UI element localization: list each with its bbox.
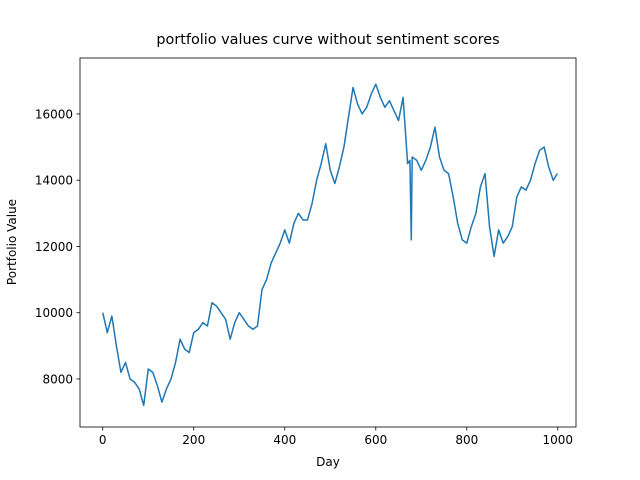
y-tick-label: 16000 (35, 107, 73, 121)
y-axis-label: Portfolio Value (5, 199, 19, 285)
x-tick-label: 800 (455, 433, 478, 447)
chart-title: portfolio values curve without sentiment… (156, 32, 499, 48)
y-tick-label: 10000 (35, 306, 73, 320)
y-tick-label: 14000 (35, 174, 73, 188)
x-tick-label: 400 (273, 433, 296, 447)
x-tick-label: 1000 (543, 433, 574, 447)
x-tick-label: 200 (182, 433, 205, 447)
x-tick-label: 0 (99, 433, 107, 447)
x-axis-label: Day (316, 455, 340, 469)
y-tick-label: 12000 (35, 240, 73, 254)
y-tick-label: 8000 (42, 372, 73, 386)
axes-frame (79, 57, 577, 428)
x-tick-label: 600 (364, 433, 387, 447)
series-line (102, 83, 558, 407)
